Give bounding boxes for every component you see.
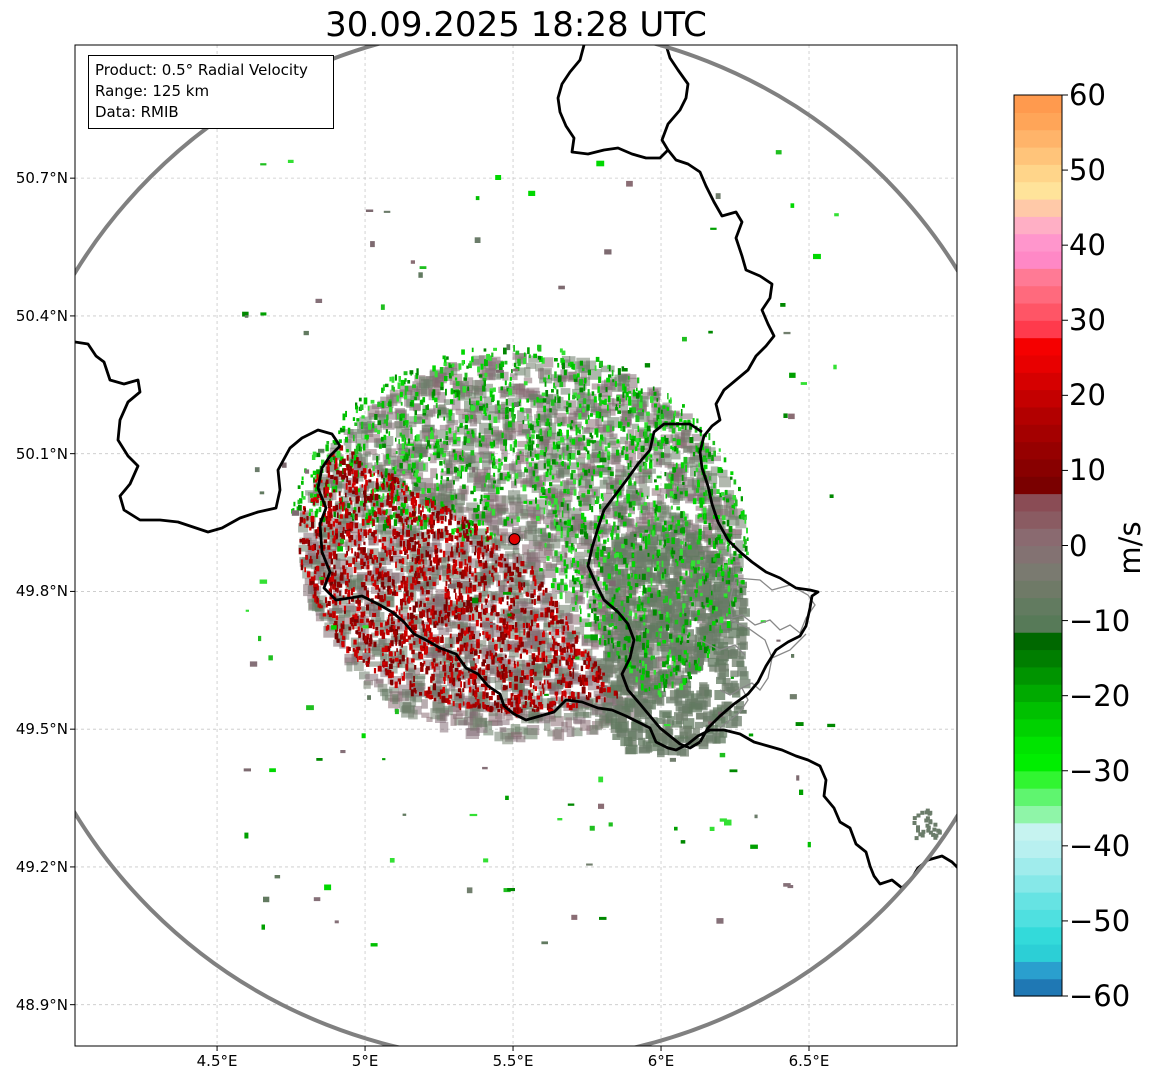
colorbar-segment [1014, 389, 1062, 408]
country-border-luxembourg [660, 45, 820, 743]
colorbar-segment [1014, 320, 1062, 339]
colorbar-segment [1014, 112, 1062, 131]
colorbar-segment [1014, 198, 1062, 217]
colorbar-segment [1014, 562, 1062, 581]
colorbar-segment [1014, 372, 1062, 391]
colorbar-segment [1014, 406, 1062, 425]
longitude-tick-label: 5.5°E [492, 1052, 534, 1070]
colorbar-segment [1014, 805, 1062, 824]
colorbar-segment [1014, 597, 1062, 616]
latitude-tick-label: 50.7°N [15, 169, 68, 188]
colorbar-ticks [1062, 94, 1068, 997]
colorbar-tick-label: −60 [1069, 979, 1131, 1013]
country-border-west [75, 340, 342, 534]
latitude-tick-label: 49.5°N [15, 720, 68, 739]
colorbar-segment [1014, 701, 1062, 720]
plot-frame [74, 44, 958, 1047]
latitude-tick-label: 50.1°N [15, 444, 68, 463]
colorbar-segment [1014, 580, 1062, 599]
colorbar-segment [1014, 978, 1062, 997]
colorbar-segment [1014, 944, 1062, 962]
colorbar-segment [1014, 164, 1062, 183]
colorbar-segment [1014, 632, 1062, 651]
country-border-north [556, 45, 669, 160]
colorbar-segment [1014, 718, 1062, 737]
colorbar-tick-label: 10 [1069, 453, 1106, 488]
colorbar-segment [1014, 146, 1062, 165]
colorbar-tick-label: 30 [1069, 303, 1106, 338]
longitude-tick-label: 4.5°E [196, 1052, 238, 1070]
colorbar-segment [1014, 840, 1062, 858]
colorbar-segment [1014, 302, 1062, 321]
longitude-tick-label: 6°E [647, 1052, 675, 1070]
info-product: Product: 0.5° Radial Velocity [95, 61, 308, 79]
latitude-tick-label: 48.9°N [15, 995, 68, 1014]
admin-boundary [699, 639, 746, 656]
colorbar-segment [1014, 961, 1062, 980]
country-border-belgium-france [316, 445, 957, 890]
colorbar-segment [1014, 476, 1062, 495]
admin-boundary [719, 619, 773, 696]
colorbar [1014, 95, 1062, 997]
colorbar-segment [1014, 649, 1062, 668]
colorbar-segment [1014, 493, 1062, 512]
colorbar-unit: m/s [1113, 521, 1147, 575]
colorbar-segment [1014, 788, 1062, 807]
colorbar-tick-label: 40 [1069, 228, 1106, 263]
colorbar-segment [1014, 510, 1062, 529]
colorbar-tick-label: −40 [1069, 828, 1131, 863]
latitude-tick-label: 50.4°N [15, 306, 68, 325]
colorbar-segment [1014, 770, 1062, 789]
colorbar-segment [1014, 926, 1062, 945]
colorbar-tick-label: 0 [1069, 528, 1088, 563]
info-box: Product: 0.5° Radial Velocity Range: 125… [88, 55, 334, 129]
colorbar-segment [1014, 458, 1062, 477]
colorbar-segment [1014, 545, 1062, 564]
colorbar-tick-label: −30 [1069, 753, 1131, 788]
info-source: Data: RMIB [95, 103, 179, 121]
colorbar-segment [1014, 233, 1062, 252]
colorbar-segment [1014, 857, 1062, 876]
colorbar-segment [1014, 909, 1062, 928]
colorbar-tick-label: 60 [1069, 78, 1106, 112]
colorbar-segment [1014, 614, 1062, 633]
colorbar-segment [1014, 181, 1062, 200]
admin-boundary [729, 577, 816, 635]
colorbar-segment [1014, 753, 1062, 772]
colorbar-segment [1014, 424, 1062, 443]
colorbar-tick-label: −50 [1069, 903, 1131, 938]
colorbar-segment [1014, 337, 1062, 356]
colorbar-segment [1014, 250, 1062, 269]
colorbar-segment [1014, 268, 1062, 287]
colorbar-segment [1014, 216, 1062, 235]
colorbar-tick-label: −10 [1069, 603, 1131, 638]
colorbar-segment [1014, 129, 1062, 148]
info-range: Range: 125 km [95, 82, 210, 100]
colorbar-segment [1014, 95, 1062, 113]
colorbar-segment [1014, 666, 1062, 685]
longitude-tick-label: 5°E [351, 1052, 379, 1070]
radar-echoes [242, 150, 942, 947]
map-title: 30.09.2025 18:28 UTC [325, 5, 707, 45]
radar-site-marker [508, 533, 521, 546]
latitude-tick-label: 49.8°N [15, 582, 68, 601]
colorbar-tick-label: −20 [1069, 678, 1131, 713]
colorbar-segment [1014, 684, 1062, 703]
country-border-lux-west [586, 422, 703, 750]
colorbar-segment [1014, 736, 1062, 755]
colorbar-segment [1014, 441, 1062, 460]
colorbar-segment [1014, 285, 1062, 304]
admin-boundary [771, 633, 807, 659]
colorbar-tick-label: 50 [1069, 153, 1106, 188]
colorbar-tick-label: 20 [1069, 378, 1106, 413]
colorbar-segment [1014, 874, 1062, 893]
axis-ticks [70, 177, 810, 1051]
longitude-tick-label: 6.5°E [788, 1052, 830, 1070]
colorbar-segment [1014, 354, 1062, 373]
colorbar-segment [1014, 822, 1062, 841]
colorbar-segment [1014, 528, 1062, 547]
latitude-tick-label: 49.2°N [15, 857, 68, 876]
colorbar-segment [1014, 892, 1062, 910]
